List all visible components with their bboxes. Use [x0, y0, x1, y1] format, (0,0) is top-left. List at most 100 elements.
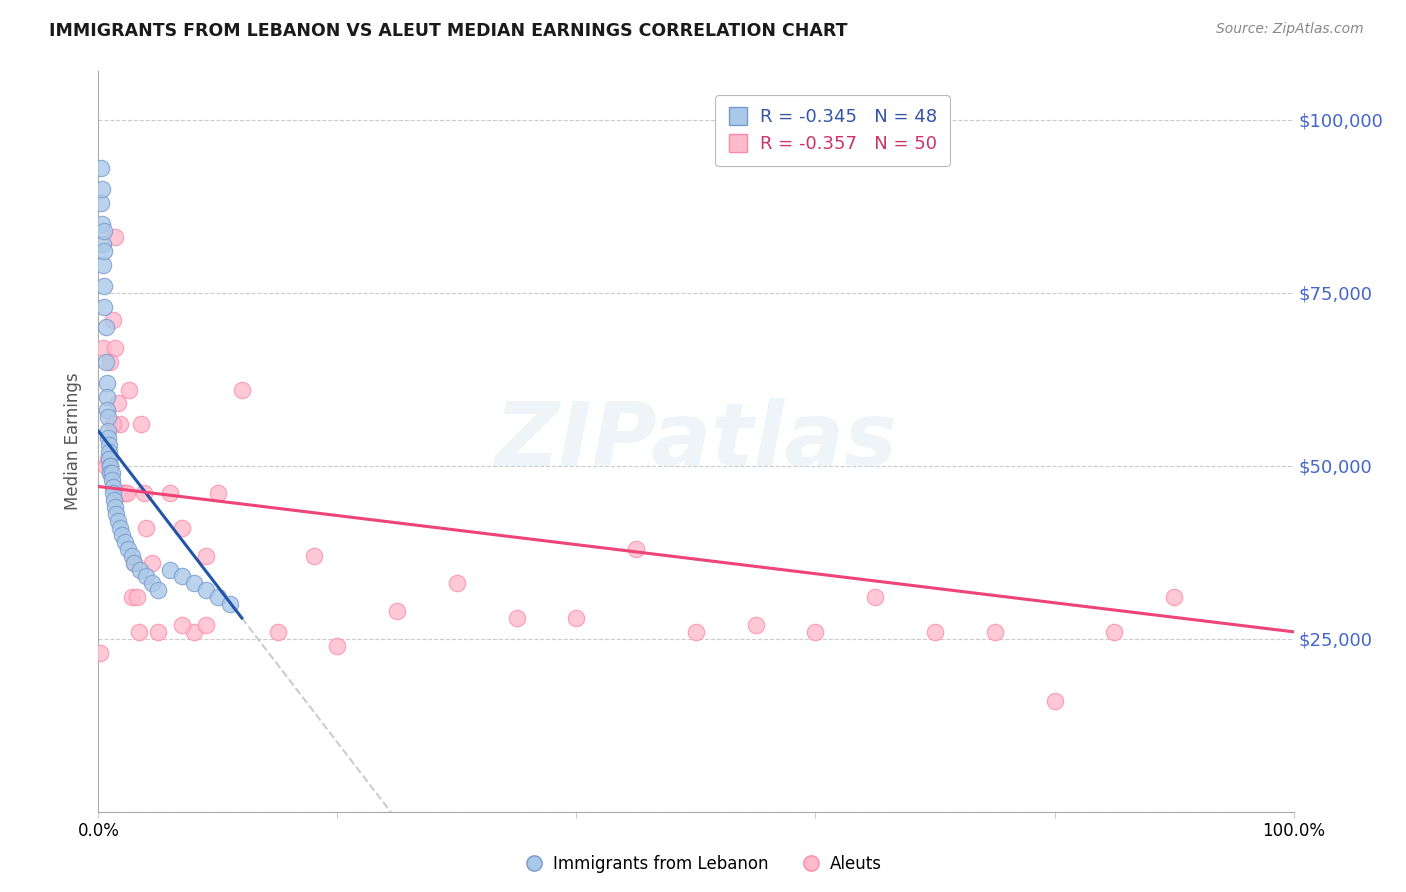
Point [91, 217, 114, 231]
Point [98, 445, 121, 459]
Point [865, 591, 887, 605]
Point [91, 258, 114, 272]
Point [93, 244, 115, 259]
Point [96, 403, 118, 417]
Point [104, 341, 127, 355]
Point [207, 486, 229, 500]
Point [96, 376, 118, 390]
Point [135, 569, 157, 583]
Point [114, 534, 136, 549]
Point [141, 556, 163, 570]
Text: IMMIGRANTS FROM LEBANON VS ALEUT MEDIAN EARNINGS CORRELATION CHART: IMMIGRANTS FROM LEBANON VS ALEUT MEDIAN … [49, 22, 848, 40]
Point [98, 458, 122, 473]
Point [94, 320, 117, 334]
Point [446, 576, 468, 591]
Point [98, 355, 122, 369]
Point [685, 624, 707, 639]
Point [183, 624, 205, 639]
Point [506, 611, 529, 625]
Point [159, 563, 181, 577]
Point [159, 486, 181, 500]
Point [114, 486, 136, 500]
Point [565, 611, 588, 625]
Point [90, 161, 112, 176]
Point [101, 313, 124, 327]
Point [207, 591, 229, 605]
Point [172, 521, 194, 535]
Point [89, 646, 111, 660]
Point [117, 541, 139, 556]
Point [93, 223, 115, 237]
Point [924, 624, 946, 639]
Point [97, 424, 120, 438]
Point [183, 576, 205, 591]
Legend: R = -0.345   N = 48, R = -0.357   N = 50: R = -0.345 N = 48, R = -0.357 N = 50 [716, 95, 950, 166]
Point [195, 618, 218, 632]
Point [100, 473, 122, 487]
Point [172, 569, 194, 583]
Point [148, 624, 170, 639]
Point [745, 618, 768, 632]
Point [135, 521, 157, 535]
Point [97, 451, 120, 466]
Point [98, 466, 122, 480]
Point [195, 549, 218, 563]
Point [91, 182, 114, 196]
Point [105, 507, 128, 521]
Point [231, 383, 253, 397]
Point [626, 541, 648, 556]
Point [326, 639, 349, 653]
Point [148, 583, 170, 598]
Point [101, 479, 124, 493]
Text: Source: ZipAtlas.com: Source: ZipAtlas.com [1216, 22, 1364, 37]
Point [1104, 624, 1126, 639]
Point [128, 624, 150, 639]
Point [104, 500, 127, 515]
Point [195, 583, 218, 598]
Point [91, 237, 114, 252]
Point [108, 521, 131, 535]
Point [172, 618, 194, 632]
Point [141, 576, 163, 591]
Point [107, 396, 129, 410]
Point [97, 410, 120, 425]
Text: ZIPatlas: ZIPatlas [495, 398, 897, 485]
Point [118, 383, 141, 397]
Point [1043, 694, 1066, 708]
Point [98, 451, 121, 466]
Point [121, 591, 143, 605]
Point [129, 563, 152, 577]
Point [115, 486, 138, 500]
Point [132, 486, 155, 500]
Point [103, 493, 125, 508]
Point [804, 624, 827, 639]
Point [98, 458, 122, 473]
Y-axis label: Median Earnings: Median Earnings [65, 373, 83, 510]
Point [101, 486, 124, 500]
Point [108, 417, 131, 432]
Point [111, 486, 134, 500]
Point [302, 549, 325, 563]
Point [131, 417, 153, 432]
Point [96, 390, 118, 404]
Point [101, 417, 124, 432]
Point [385, 604, 409, 618]
Point [984, 624, 1007, 639]
Point [267, 624, 290, 639]
Point [98, 438, 121, 452]
Point [124, 556, 146, 570]
Point [111, 528, 134, 542]
Point [100, 466, 122, 480]
Point [94, 458, 117, 473]
Point [93, 300, 115, 314]
Point [97, 431, 120, 445]
Point [90, 195, 112, 210]
Point [121, 549, 143, 563]
Point [98, 466, 122, 480]
Point [91, 341, 114, 355]
Point [93, 278, 115, 293]
Point [1163, 591, 1185, 605]
Point [124, 556, 146, 570]
Point [94, 355, 117, 369]
Point [219, 597, 242, 611]
